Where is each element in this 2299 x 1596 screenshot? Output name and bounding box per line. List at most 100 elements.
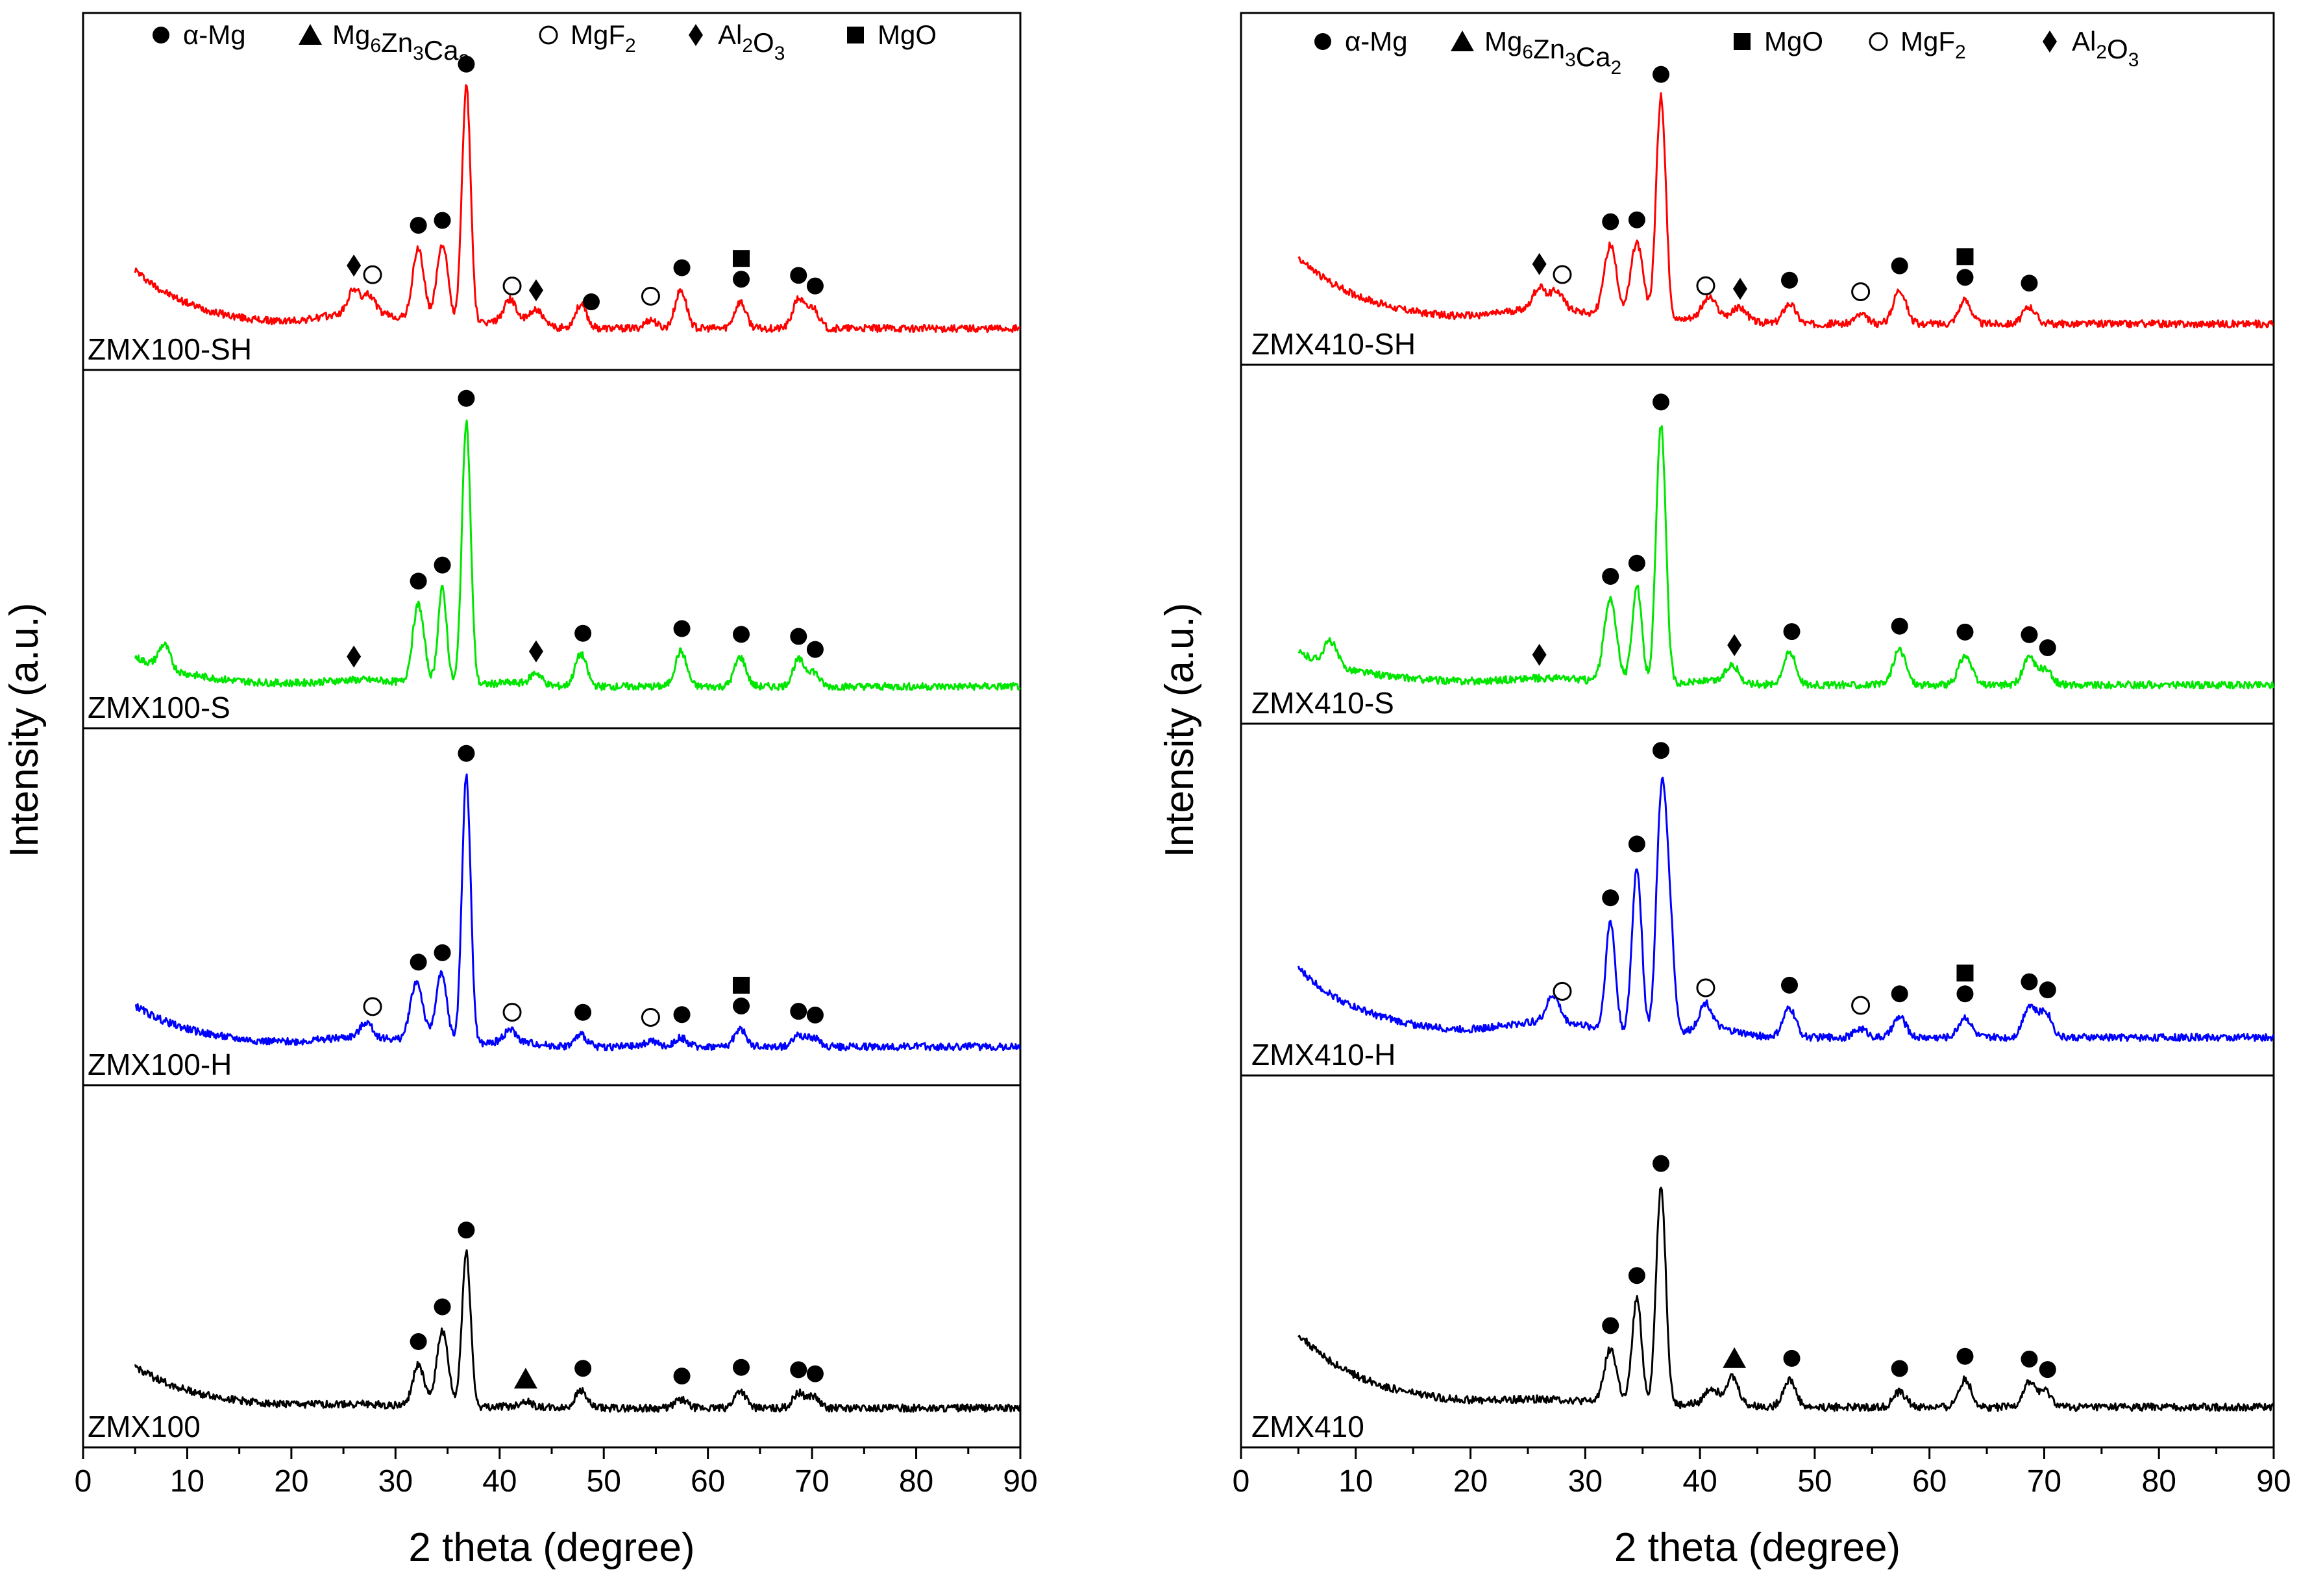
- x-axis-title: 2 theta (degree): [1614, 1525, 1900, 1570]
- phase-marker-circle: [733, 1358, 750, 1376]
- phase-marker-circle: [1891, 617, 1908, 635]
- phase-marker-diamond: [1727, 633, 1742, 656]
- phase-marker-circle: [1602, 1317, 1619, 1334]
- phase-marker-open-circle: [1696, 276, 1715, 295]
- phase-marker-circle: [1653, 742, 1670, 759]
- x-tick-label: 30: [1568, 1464, 1603, 1499]
- trace-zmx410-h: [1297, 776, 2274, 1042]
- trace-zmx410-sh: [1297, 92, 2274, 328]
- sample-label: ZMX100-S: [88, 691, 230, 724]
- legend-label: Mg6Zn3Ca2: [332, 19, 469, 72]
- legend-marker-triangle: [299, 24, 322, 45]
- phase-marker-circle: [582, 293, 600, 311]
- phase-marker-circle: [806, 277, 824, 295]
- sample-label: ZMX410-SH: [1251, 327, 1416, 361]
- phase-marker-diamond: [1532, 252, 1547, 275]
- phase-marker-circle: [1653, 1155, 1670, 1172]
- plot-frame: [1240, 12, 2275, 1449]
- phase-marker-circle: [790, 1361, 807, 1379]
- sample-label: ZMX410-S: [1251, 686, 1394, 720]
- x-tick-label: 40: [1682, 1464, 1717, 1499]
- phase-marker-circle: [1653, 66, 1670, 83]
- phase-marker-circle: [434, 944, 451, 961]
- legend-marker-triangle: [1451, 31, 1474, 51]
- legend-marker-circle: [1314, 33, 1331, 50]
- phase-marker-circle: [2039, 981, 2056, 999]
- phase-marker-circle: [434, 212, 451, 229]
- phase-marker-open-circle: [1553, 265, 1572, 284]
- phase-marker-circle: [673, 1006, 691, 1024]
- x-tick-label: 90: [2256, 1464, 2291, 1499]
- phase-marker-circle: [2021, 275, 2038, 292]
- phase-marker-circle: [1602, 889, 1619, 907]
- x-tick-label: 60: [1912, 1464, 1947, 1499]
- x-tick-label: 0: [75, 1464, 92, 1499]
- phase-marker-circle: [673, 1368, 691, 1385]
- x-tick-label: 70: [2027, 1464, 2061, 1499]
- phase-marker-circle: [673, 259, 691, 276]
- x-tick-label: 20: [274, 1464, 308, 1499]
- phase-marker-circle: [733, 626, 750, 643]
- legend-label: Al2O3: [718, 19, 785, 64]
- trace-zmx410-s: [1297, 425, 2274, 690]
- phase-marker-circle: [574, 624, 592, 642]
- trace-zmx100-sh: [134, 84, 1021, 334]
- phase-marker-circle: [806, 1365, 824, 1382]
- x-tick-label: 10: [1338, 1464, 1373, 1499]
- x-axis-title: 2 theta (degree): [408, 1525, 695, 1570]
- sample-label: ZMX100: [88, 1410, 201, 1443]
- phase-marker-circle: [2039, 639, 2056, 656]
- x-tick-label: 40: [482, 1464, 517, 1499]
- legend-label: MgF2: [571, 19, 636, 56]
- legend-marker-diamond: [689, 24, 703, 46]
- x-tick-label: 50: [587, 1464, 621, 1499]
- phase-marker-diamond: [347, 645, 362, 668]
- phase-marker-circle: [434, 1298, 451, 1316]
- phase-marker-diamond: [1732, 277, 1747, 300]
- phase-marker-circle: [1783, 1349, 1801, 1367]
- phase-marker-circle: [1956, 623, 1974, 641]
- x-tick-label: 70: [794, 1464, 829, 1499]
- phase-marker-circle: [673, 620, 691, 637]
- y-axis-title: Intensity (a.u.): [1157, 603, 1202, 858]
- phase-marker-diamond: [528, 640, 543, 663]
- legend-marker-square: [847, 27, 864, 43]
- phase-marker-open-circle: [363, 997, 382, 1016]
- phase-marker-circle: [410, 217, 427, 234]
- x-tick-label: 0: [1233, 1464, 1250, 1499]
- plot-frame: [82, 12, 1022, 1449]
- phase-marker-circle: [1628, 1267, 1645, 1284]
- x-tick-label: 20: [1453, 1464, 1488, 1499]
- trace-zmx100: [134, 1249, 1021, 1413]
- phase-marker-square: [733, 976, 750, 994]
- phase-marker-circle: [458, 389, 475, 407]
- phase-marker-square: [1956, 964, 1974, 982]
- left-panel: ZMX100-SH ZMX100-S ZMX100-H ZMX100 0 10 20 30 40…: [2, 12, 1038, 1570]
- phase-marker-circle: [1956, 985, 1974, 1003]
- phase-marker-diamond: [347, 254, 362, 277]
- phase-marker-circle: [806, 641, 824, 658]
- legend-label: MgO: [878, 19, 937, 50]
- phase-marker-circle: [1891, 985, 1908, 1003]
- phase-marker-circle: [1956, 269, 1974, 286]
- legend-marker-circle: [153, 27, 169, 43]
- legend-label: Mg6Zn3Ca2: [1484, 26, 1621, 79]
- phase-marker-circle: [574, 1360, 592, 1377]
- phase-marker-open-circle: [502, 276, 522, 296]
- sample-label: ZMX410: [1251, 1410, 1364, 1443]
- legend-marker-square: [1734, 33, 1751, 50]
- legend-label: α-Mg: [1345, 26, 1408, 56]
- x-tick-label: 60: [691, 1464, 725, 1499]
- x-tick-label: 80: [899, 1464, 933, 1499]
- trace-zmx100-h: [135, 773, 1021, 1051]
- phase-marker-open-circle: [1553, 981, 1572, 1001]
- x-tick-label: 30: [378, 1464, 413, 1499]
- phase-marker-open-circle: [1851, 282, 1871, 302]
- phase-marker-circle: [434, 556, 451, 574]
- phase-marker-circle: [1628, 211, 1645, 228]
- phase-marker-circle: [2039, 1361, 2056, 1379]
- phase-marker-circle: [790, 1003, 807, 1020]
- phase-marker-circle: [790, 267, 807, 284]
